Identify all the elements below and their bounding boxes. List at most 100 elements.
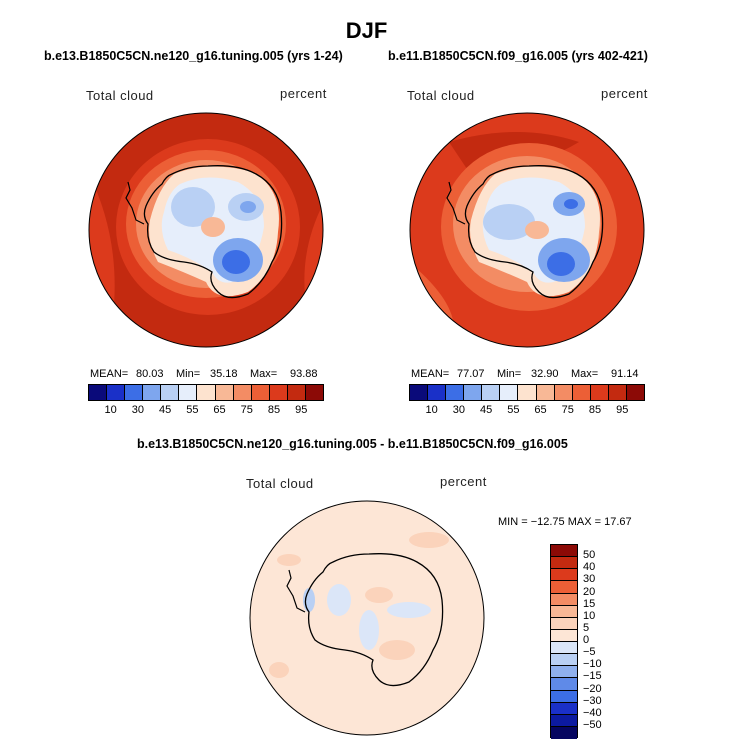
colorbar-1-swatch — [305, 385, 324, 400]
diff-colorbar-swatch — [551, 654, 577, 667]
panel-2-min-label: Min= — [497, 368, 522, 380]
diff-map — [249, 500, 485, 736]
colorbar-1-swatch — [143, 385, 162, 400]
colorbar-1-swatch — [107, 385, 126, 400]
colorbar-2-swatch — [554, 385, 573, 400]
colorbar-1-tick-label: 75 — [240, 404, 253, 416]
colorbar-1-tick-label: 85 — [267, 404, 281, 416]
colorbar-2-tick-label: 55 — [507, 404, 520, 416]
panel-2-case-title: b.e11.B1850C5CN.f09_g16.005 (yrs 402-421… — [388, 49, 648, 63]
panel-1-max-label: Max= — [250, 368, 278, 380]
colorbar-1-tick-label: 10 — [104, 404, 117, 416]
panel-1-min-label: Min= — [176, 368, 201, 380]
diff-colorbar-tick-label: −50 — [583, 718, 602, 731]
panel-2-mean-label: MEAN= — [411, 368, 450, 380]
panel-2-min-value: 32.90 — [531, 368, 559, 380]
diff-colorbar-swatch — [551, 629, 577, 642]
diff-colorbar-swatch — [551, 617, 577, 630]
colorbar-1-tick-label: 65 — [213, 404, 226, 416]
diff-colorbar-tick-label: 20 — [583, 585, 596, 598]
diff-units-label: percent — [440, 474, 487, 489]
diff-variable-label: Total cloud — [246, 476, 314, 491]
colorbar-2-swatch — [536, 385, 555, 400]
panel-1-case-title: b.e13.B1850C5CN.ne120_g16.tuning.005 (yr… — [44, 49, 343, 63]
panel-2-variable-label: Total cloud — [407, 88, 475, 103]
colorbar-2-tick-label: 10 — [425, 404, 438, 416]
diff-colorbar-tick-label: −30 — [583, 694, 602, 707]
diff-colorbar-swatch — [551, 593, 577, 606]
colorbar-1-swatch — [215, 385, 234, 400]
diff-colorbar-swatch — [551, 605, 577, 618]
panel-1-mean-value: 80.03 — [136, 368, 164, 380]
colorbar-1-swatch — [161, 385, 180, 400]
page-title: DJF — [345, 18, 388, 43]
colorbar-1-swatch — [233, 385, 252, 400]
diff-colorbar-tick-label: −20 — [583, 682, 602, 695]
diff-min-max-text: MIN = −12.75 MAX = 17.67 — [498, 516, 632, 528]
colorbar-2-tick-label: 45 — [479, 404, 493, 416]
diff-colorbar-swatch — [551, 666, 577, 679]
colorbar-2-swatch — [500, 385, 519, 400]
panel-1-map — [88, 112, 324, 348]
panel-1-colorbar — [88, 384, 324, 401]
diff-colorbar — [550, 544, 578, 739]
diff-colorbar-tick-label: −15 — [583, 670, 602, 683]
colorbar-2-swatch — [518, 385, 537, 400]
diff-colorbar-tick-label: 30 — [583, 573, 596, 586]
panel-2-colorbar — [409, 384, 645, 401]
panel-2-map — [409, 112, 645, 348]
diff-colorbar-swatch — [551, 702, 577, 715]
diff-case-title: b.e13.B1850C5CN.ne120_g16.tuning.005 - b… — [137, 437, 568, 451]
colorbar-2-swatch — [608, 385, 627, 400]
colorbar-2-swatch — [482, 385, 501, 400]
diff-colorbar-tick-label: 50 — [583, 549, 596, 562]
colorbar-2-tick-label: 95 — [616, 404, 629, 416]
panel-2-units-label: percent — [601, 86, 648, 101]
colorbar-2-swatch — [410, 385, 429, 400]
diff-colorbar-tick-label: 5 — [583, 621, 590, 634]
colorbar-2-swatch — [626, 385, 645, 400]
colorbar-2-swatch — [572, 385, 591, 400]
colorbar-1-tick-label: 55 — [186, 404, 199, 416]
colorbar-1-swatch — [251, 385, 270, 400]
colorbar-2-swatch — [590, 385, 609, 400]
colorbar-1-swatch — [89, 385, 108, 400]
diff-colorbar-swatch — [551, 557, 577, 570]
diff-colorbar-tick-label: 15 — [583, 597, 596, 610]
panel-1-units-label: percent — [280, 86, 327, 101]
colorbar-2-tick-label: 30 — [452, 404, 466, 416]
colorbar-1-tick-label: 95 — [295, 404, 308, 416]
diff-colorbar-swatch — [551, 545, 577, 558]
colorbar-2-swatch — [446, 385, 465, 400]
colorbar-1-swatch — [269, 385, 288, 400]
panel-2-colorbar-ticks: 10 30 45 55 65 75 85 95 — [409, 404, 654, 416]
diff-colorbar-tick-label: 10 — [583, 609, 596, 622]
colorbar-2-swatch — [464, 385, 483, 400]
colorbar-1-swatch — [179, 385, 198, 400]
panel-1-max-value: 93.88 — [290, 368, 318, 380]
colorbar-2-tick-label: 65 — [534, 404, 547, 416]
diff-colorbar-swatch — [551, 642, 577, 655]
panel-2-max-label: Max= — [571, 368, 599, 380]
panel-1-variable-label: Total cloud — [86, 88, 154, 103]
diff-colorbar-tick-label: −5 — [583, 646, 596, 659]
diff-colorbar-tick-label: −10 — [583, 658, 602, 671]
diff-colorbar-tick-label: −40 — [583, 706, 602, 719]
colorbar-1-swatch — [197, 385, 216, 400]
diff-colorbar-swatch — [551, 690, 577, 703]
panel-1-colorbar-ticks: 10 30 45 55 65 75 85 95 — [88, 404, 333, 416]
diff-colorbar-swatch — [551, 569, 577, 582]
colorbar-1-tick-label: 30 — [131, 404, 145, 416]
panel-1-mean-label: MEAN= — [90, 368, 129, 380]
diff-colorbar-swatch — [551, 581, 577, 594]
panel-1-min-value: 35.18 — [210, 368, 238, 380]
diff-colorbar-tick-label: 0 — [583, 634, 590, 646]
panel-2-mean-value: 77.07 — [457, 368, 485, 380]
diff-colorbar-swatch — [551, 678, 577, 691]
colorbar-1-swatch — [287, 385, 306, 400]
colorbar-1-tick-label: 45 — [158, 404, 172, 416]
colorbar-2-swatch — [428, 385, 447, 400]
colorbar-2-tick-label: 85 — [588, 404, 602, 416]
colorbar-2-tick-label: 75 — [561, 404, 574, 416]
colorbar-1-swatch — [125, 385, 144, 400]
